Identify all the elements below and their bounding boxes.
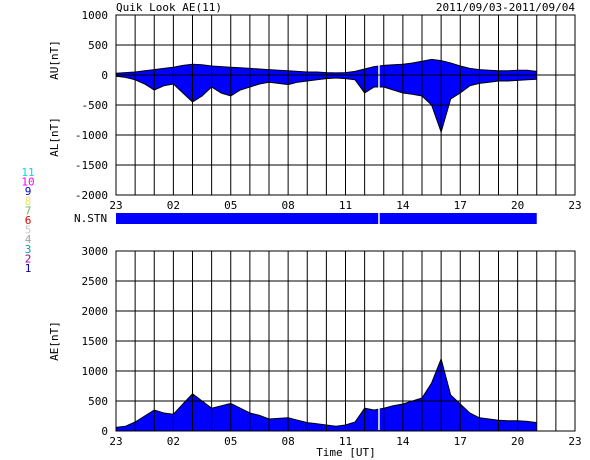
x-tick-label: 23 [568,199,581,212]
x-tick-label: 17 [454,199,467,212]
station-legend-item: 11 [21,166,34,179]
y-tick-label: 2500 [82,275,109,288]
al-axis-label: AL[nT] [48,117,61,157]
x-tick-label: 20 [511,199,524,212]
y-tick-label: 0 [101,425,108,438]
y-tick-label: 500 [88,395,108,408]
x-tick-label: 02 [167,199,180,212]
plot-frame [115,14,576,196]
station-legend-item: 4 [25,233,32,246]
x-tick-label: 14 [396,199,410,212]
chart-title: Quik Look AE(11) [116,1,222,14]
x-tick-label: 08 [282,435,295,448]
station-legend-item: 8 [25,195,32,208]
y-tick-label: -2000 [75,189,108,202]
y-tick-label: -1000 [75,129,108,142]
y-tick-label: 1000 [82,365,109,378]
y-tick-label: 3000 [82,245,109,258]
y-tick-label: 0 [101,69,108,82]
x-tick-label: 17 [454,435,467,448]
station-legend-item: 10 [21,176,34,189]
date-range: 2011/09/03-2011/09/04 [436,1,575,14]
x-tick-label: 11 [339,199,352,212]
ae-area [116,359,537,431]
y-tick-label: 2000 [82,305,109,318]
station-legend-item: 7 [25,204,32,217]
x-tick-label: 23 [568,435,581,448]
station-count-label: N.STN [74,212,107,225]
x-tick-label: 20 [511,435,524,448]
station-count-bar [116,213,537,224]
plot-frame [115,250,576,432]
au-al-envelope [116,59,537,132]
x-tick-label: 14 [396,435,410,448]
x-axis-label: Time [UT] [316,446,376,459]
x-tick-label: 05 [224,435,237,448]
au-axis-label: AU[nT] [48,40,61,80]
y-tick-label: -1500 [75,159,108,172]
x-tick-label: 08 [282,199,295,212]
ae-axis-label: AE[nT] [48,321,61,361]
x-tick-label: 05 [224,199,237,212]
x-tick-label: 02 [167,435,180,448]
station-legend-item: 9 [25,185,32,198]
station-legend-item: 3 [25,243,32,256]
x-tick-label: 23 [109,435,122,448]
station-legend-item: 1 [25,262,32,275]
x-tick-label: 11 [339,435,352,448]
station-bar-fill [116,213,537,224]
x-tick-label: 23 [109,199,122,212]
station-legend-item: 2 [25,252,32,265]
y-tick-label: -500 [82,99,109,112]
y-tick-label: 500 [88,39,108,52]
station-legend-item: 6 [25,214,32,227]
y-tick-label: 1500 [82,335,109,348]
y-tick-label: 1000 [82,9,109,22]
station-legend-item: 5 [25,224,32,237]
